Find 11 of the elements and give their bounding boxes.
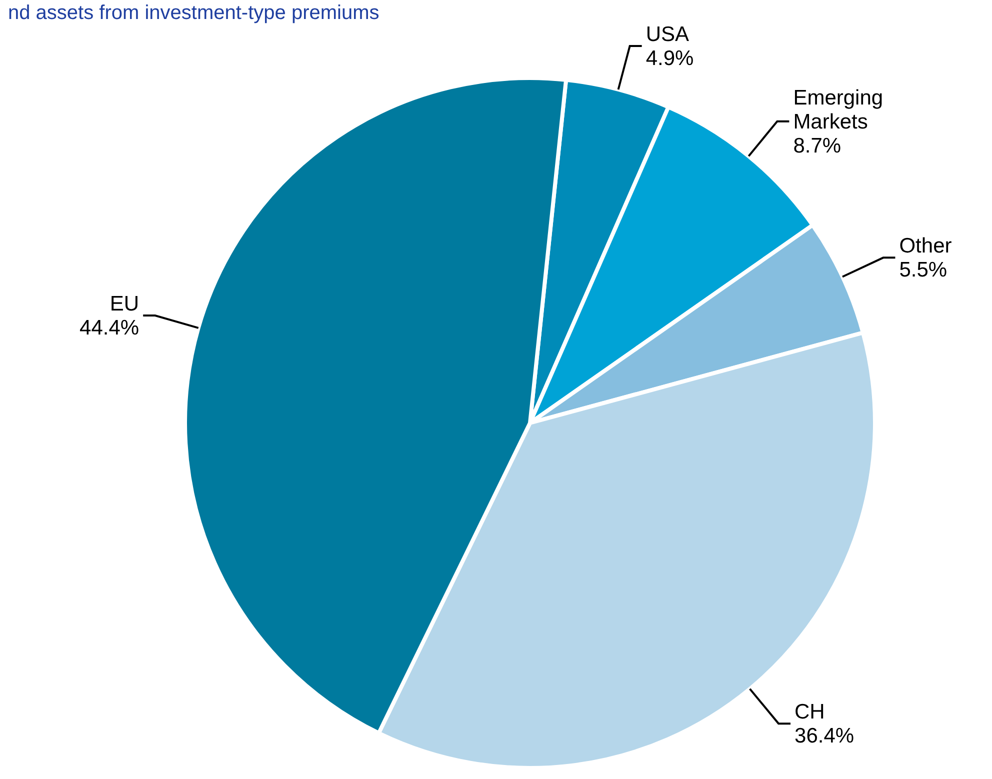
slice-label: Other [899,234,952,258]
data-label: 36.4% [794,724,854,748]
slice-label: USA [646,22,689,46]
data-label: 44.4% [80,316,140,340]
slice-label: Emerging Markets [793,86,884,134]
slice-label: EU [110,292,140,316]
data-label: 5.5% [899,258,948,282]
slice-label: CH [794,700,825,724]
data-label: 8.7% [793,134,842,158]
chart-title: nd assets from investment-type premiums [8,2,380,25]
data-label: 4.9% [646,46,694,70]
